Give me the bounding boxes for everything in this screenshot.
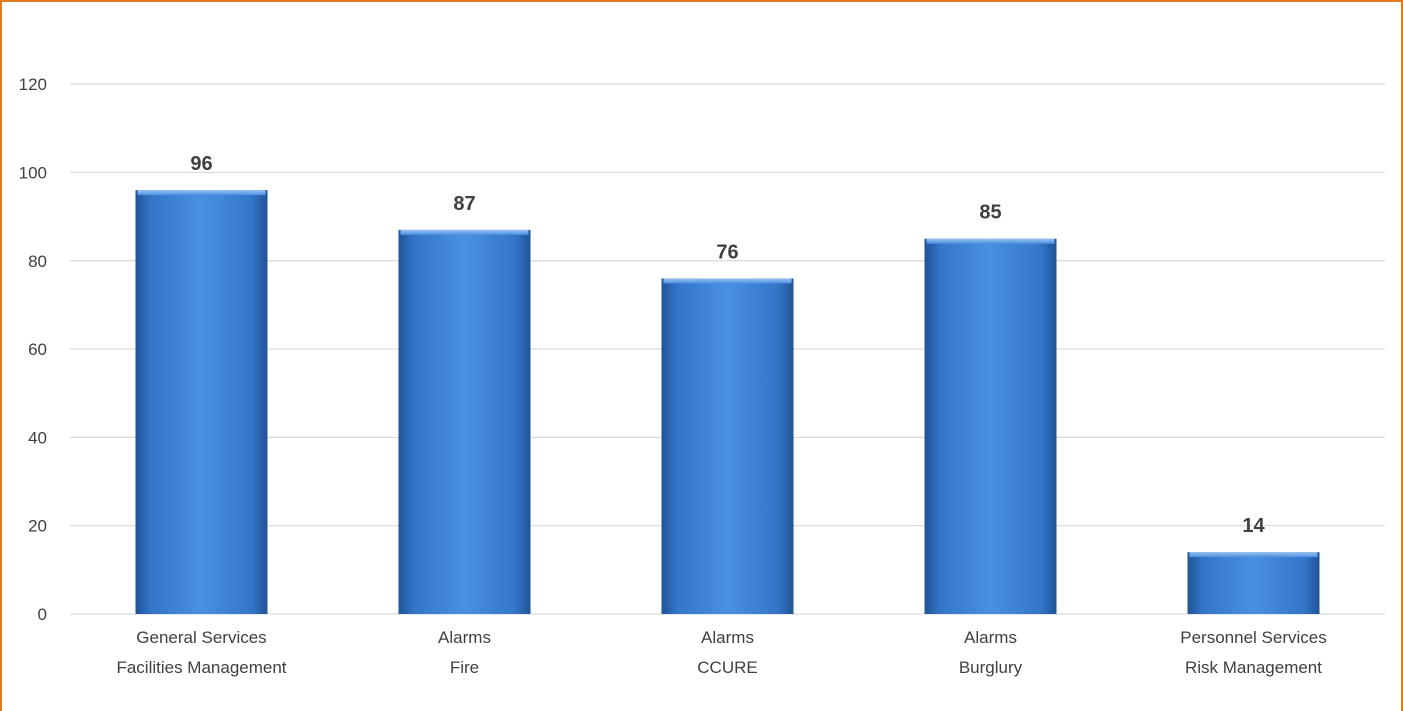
y-tick-label: 100: [19, 163, 47, 182]
bar-top-highlight: [137, 190, 266, 196]
y-axis-ticks: 0 20 40 60 80 100 120: [19, 75, 47, 624]
bar-body: [135, 190, 268, 614]
bar-top-highlight: [1189, 552, 1318, 558]
data-labels: 96 87 76 85 14: [190, 153, 1265, 537]
bars: [135, 190, 1320, 614]
bar: [135, 190, 268, 614]
data-label: 85: [979, 202, 1001, 224]
data-label: 76: [716, 241, 738, 263]
y-tick-label: 0: [38, 605, 47, 624]
category-label: Alarms: [701, 628, 754, 647]
category-label: Facilities Management: [116, 658, 286, 677]
category-label: Fire: [450, 658, 479, 677]
y-tick-label: 120: [19, 75, 47, 94]
y-tick-label: 80: [28, 252, 47, 271]
data-label: 96: [190, 153, 212, 175]
category-label: CCURE: [697, 658, 757, 677]
y-tick-label: 40: [28, 428, 47, 447]
category-label: Personnel Services: [1180, 628, 1326, 647]
bar: [661, 278, 794, 614]
bar-body: [924, 238, 1057, 614]
bar-body: [661, 278, 794, 614]
category-label: Burglury: [959, 658, 1023, 677]
category-label: Risk Management: [1185, 658, 1322, 677]
bar: [924, 238, 1057, 614]
data-label: 87: [453, 193, 475, 215]
x-axis-categories: General Services Facilities Management Ala…: [116, 628, 1326, 677]
data-label: 14: [1242, 515, 1265, 537]
y-tick-label: 20: [28, 517, 47, 536]
bar-top-highlight: [663, 278, 792, 284]
y-tick-label: 60: [28, 340, 47, 359]
category-label: Alarms: [964, 628, 1017, 647]
category-label: Alarms: [438, 628, 491, 647]
bar-body: [398, 229, 531, 614]
bar-top-highlight: [400, 229, 529, 235]
bar-body: [1187, 552, 1320, 614]
category-label: General Services: [136, 628, 266, 647]
bar-top-highlight: [926, 238, 1055, 244]
bar: [1187, 552, 1320, 614]
bar: [398, 229, 531, 614]
